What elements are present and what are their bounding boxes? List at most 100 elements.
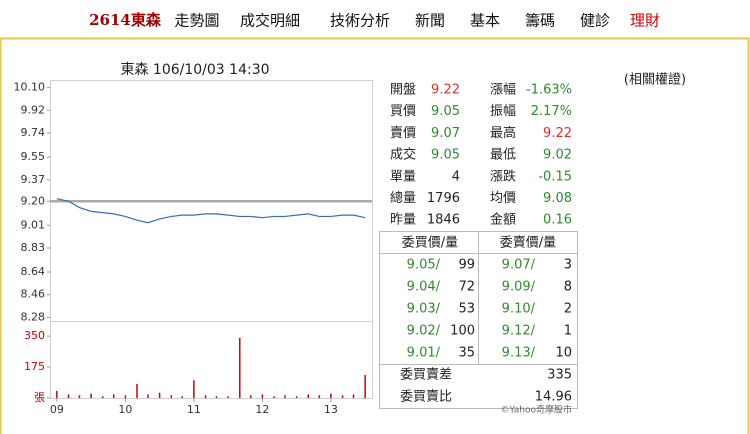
y-tick-label: 175 <box>24 360 45 373</box>
ask-volume: 10 <box>555 346 572 361</box>
volume-bar <box>364 375 366 398</box>
ask-price: 9.09/ <box>502 280 536 295</box>
volume-bar <box>67 394 70 398</box>
quote-label: 賣價 <box>390 126 416 141</box>
y-tick-label: 9.20 <box>21 194 46 207</box>
nav-tab[interactable]: 新聞 <box>415 12 445 30</box>
volume-bar <box>307 394 310 398</box>
volume-bar <box>136 383 138 398</box>
nav-tab[interactable]: 技術分析 <box>330 12 390 30</box>
quote-value: 2.17% <box>531 104 572 119</box>
bid-volume: 99 <box>458 258 475 273</box>
y-tick-label: 9.01 <box>21 218 46 231</box>
volume-bar <box>181 396 183 398</box>
y-tick-label: 9.74 <box>21 126 46 139</box>
plot-frame <box>50 80 373 399</box>
volume-bar <box>341 395 344 398</box>
ask-price: 9.13/ <box>502 346 536 361</box>
nav-tab[interactable]: 健診 <box>580 12 610 30</box>
quote-value: 1846 <box>427 213 460 228</box>
chart-title: 東森 106/10/03 14:30 <box>120 62 269 78</box>
ask-volume: 8 <box>564 280 572 295</box>
bid-price: 9.04/ <box>407 280 441 295</box>
price-line <box>56 198 366 224</box>
quote-value: 4 <box>452 169 460 184</box>
quote-value: 9.05 <box>431 104 460 119</box>
ask-price: 9.12/ <box>502 324 536 339</box>
volume-bar <box>249 395 252 398</box>
nav-tab[interactable]: 基本 <box>470 12 500 30</box>
y-tick-label: 8.64 <box>21 265 46 278</box>
quote-label: 金額 <box>490 212 516 228</box>
book-summary-label: 委買賣比 <box>400 390 452 405</box>
related-link[interactable]: (相關權證) <box>624 72 686 88</box>
volume-bar <box>147 394 149 398</box>
volume-bar <box>204 395 207 398</box>
quote-value: 1796 <box>427 191 460 206</box>
bid-price: 9.01/ <box>407 346 441 361</box>
content-frame <box>0 37 750 434</box>
volume-bar <box>352 394 355 398</box>
quote-label: 漲幅 <box>490 83 516 98</box>
volume-bar <box>227 396 229 398</box>
quote-value: 0.16 <box>543 213 572 228</box>
quote-label: 漲跌 <box>490 168 516 184</box>
quote-value: 9.08 <box>543 191 572 206</box>
y-tick-label: 9.37 <box>21 173 46 186</box>
ask-price: 9.10/ <box>502 302 536 317</box>
quote-value: -1.63% <box>526 83 572 98</box>
book-summary-value: 335 <box>547 368 572 383</box>
quote-label: 最低 <box>490 148 516 163</box>
bid-price: 9.05/ <box>407 258 441 273</box>
volume-bar <box>158 392 161 398</box>
watermark: ©Yahoo奇摩股市 <box>501 404 573 416</box>
x-tick-label: 11 <box>187 403 201 416</box>
quote-label: 單量 <box>390 169 416 184</box>
y-tick-label: 10.10 <box>14 81 46 94</box>
quote-label: 買價 <box>390 104 416 119</box>
volume-bar <box>261 394 264 398</box>
volume-bar <box>295 396 298 398</box>
quote-label: 昨量 <box>390 213 416 228</box>
x-tick-label: 09 <box>50 403 64 416</box>
book-summary-label: 委買賣差 <box>400 368 452 383</box>
nav-tab[interactable]: 籌碼 <box>525 12 555 30</box>
quote-value: 9.22 <box>431 83 460 98</box>
nav-tab[interactable]: 理財 <box>630 12 660 30</box>
quote-value: 9.02 <box>543 148 572 163</box>
ask-volume: 2 <box>564 302 572 317</box>
volume-bar <box>215 396 218 398</box>
quote-label: 均價 <box>490 191 516 206</box>
nav-tab[interactable]: 成交明細 <box>240 12 300 30</box>
y-tick-label: 8.83 <box>21 241 46 254</box>
y-tick-label: 350 <box>24 329 45 342</box>
x-tick-label: 12 <box>255 403 269 416</box>
x-tick-label: 10 <box>118 403 132 416</box>
nav-tab[interactable]: 走勢圖 <box>174 12 219 30</box>
ask-price: 9.07/ <box>502 258 536 273</box>
book-summary-value: 14.96 <box>535 390 572 405</box>
quote-label: 最高 <box>490 125 516 141</box>
volume-bar <box>102 396 104 398</box>
ask-volume: 1 <box>564 324 572 339</box>
book-header: 委賣價/量 <box>500 236 556 251</box>
volume-bar <box>78 395 81 398</box>
volume-bar <box>284 395 286 398</box>
y-tick-label: 8.28 <box>21 310 46 323</box>
y-tick-label: 張 <box>34 391 45 404</box>
bid-volume: 35 <box>458 346 475 361</box>
quote-label: 振幅 <box>490 104 516 119</box>
volume-bar <box>318 395 320 398</box>
nav-tab[interactable]: 2614東森 <box>89 11 162 29</box>
quote-value: 9.07 <box>431 126 460 141</box>
volume-bar <box>90 393 92 398</box>
volume-bar <box>193 380 195 398</box>
volume-bar <box>239 337 241 398</box>
y-tick-label: 8.46 <box>21 288 46 301</box>
ask-volume: 3 <box>564 258 572 273</box>
bid-price: 9.03/ <box>407 302 441 317</box>
volume-bar <box>330 393 332 398</box>
quote-value: 9.05 <box>431 148 460 163</box>
